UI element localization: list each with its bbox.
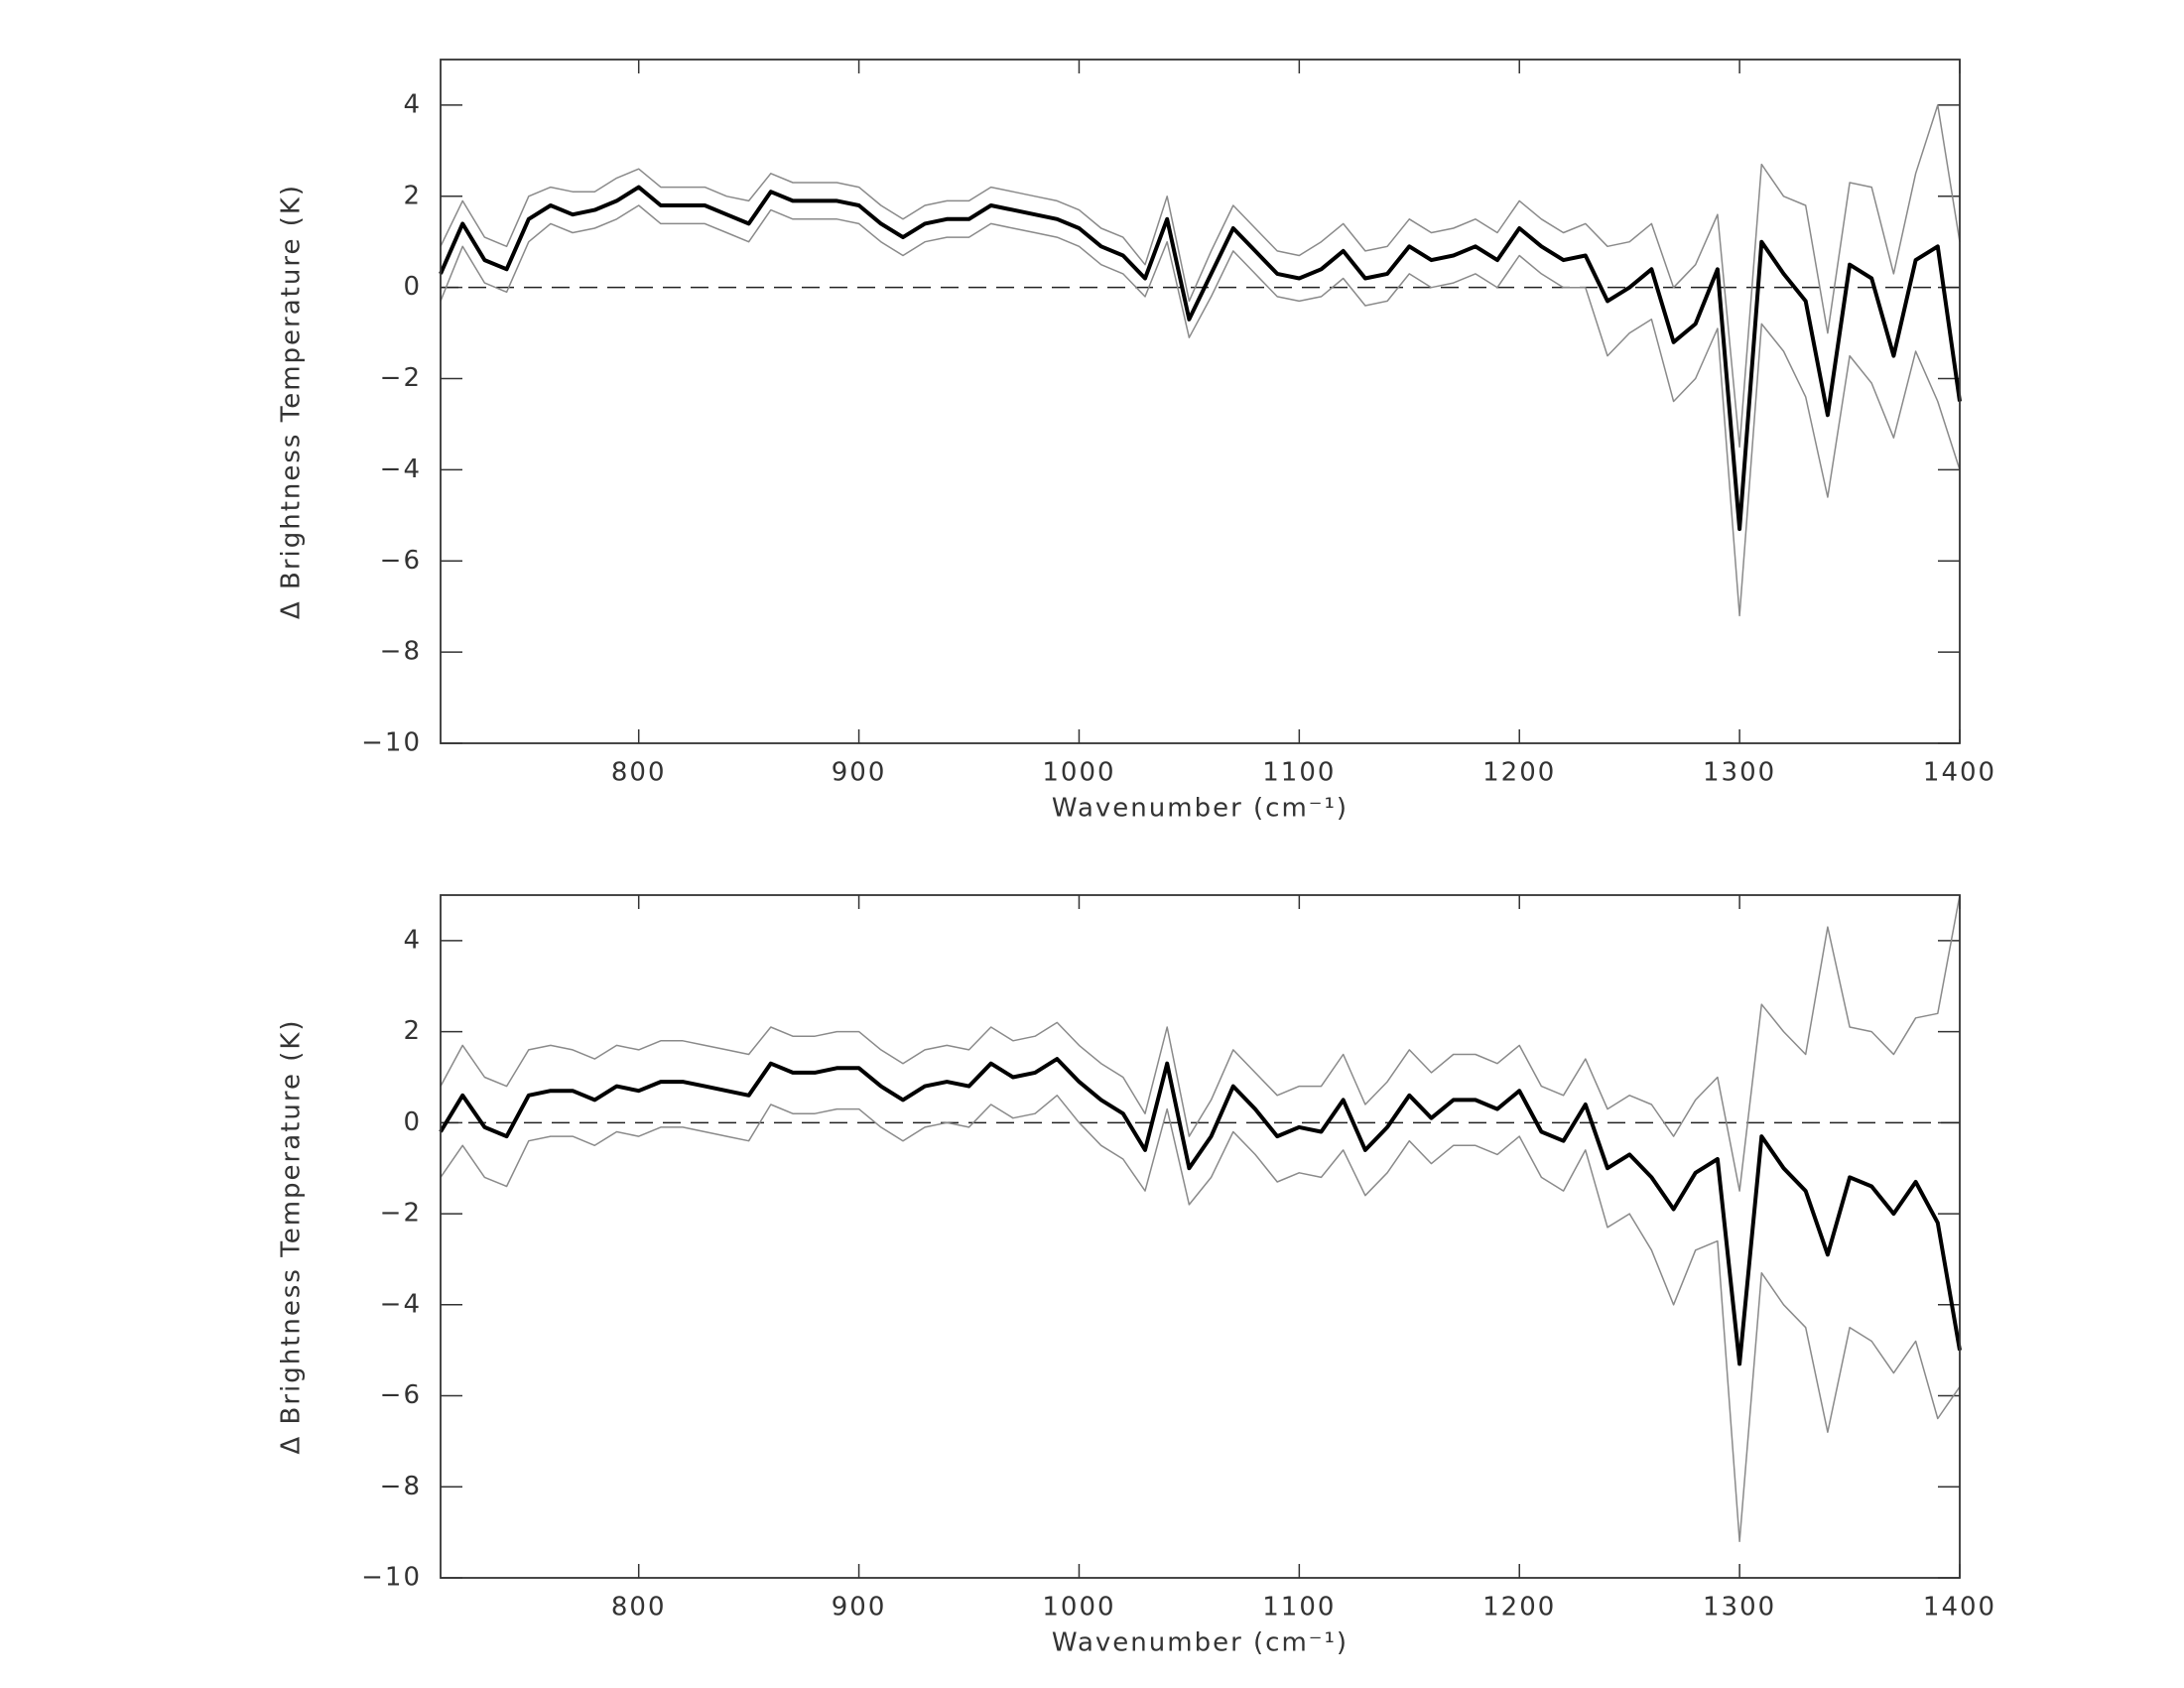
y-tick-label: −4	[380, 454, 422, 484]
x-tick-label: 1100	[1262, 758, 1336, 788]
series-line	[440, 104, 1961, 449]
y-tick-label: −2	[380, 1199, 422, 1229]
plot-frame	[440, 894, 1961, 1579]
y-tick-label: −2	[380, 363, 422, 393]
x-tick-label: 800	[611, 1593, 667, 1623]
y-tick-label: −6	[380, 546, 422, 576]
series-line	[440, 1095, 1961, 1543]
x-tick-label: 1000	[1042, 1593, 1115, 1623]
y-tick-label: −10	[361, 728, 422, 758]
x-tick-label: 900	[832, 1593, 887, 1623]
series-line	[440, 894, 1961, 1192]
x-tick-label: 1000	[1042, 758, 1115, 788]
x-tick-label: 1400	[1923, 758, 1996, 788]
x-tick-label: 1300	[1703, 758, 1776, 788]
series-line	[439, 1057, 1962, 1366]
y-axis-label: Δ Brightness Temperature (K)	[277, 1018, 307, 1454]
x-tick-label: 900	[832, 758, 887, 788]
y-tick-label: 2	[403, 181, 422, 210]
y-tick-label: −8	[380, 637, 422, 667]
y-tick-label: 4	[403, 925, 422, 955]
y-tick-label: −4	[380, 1289, 422, 1319]
x-tick-label: 1400	[1923, 1593, 1996, 1623]
y-tick-label: 4	[403, 89, 422, 119]
x-tick-label: 1300	[1703, 1593, 1776, 1623]
x-axis-label: Wavenumber (cm⁻¹)	[1052, 1628, 1349, 1658]
y-tick-label: −8	[380, 1472, 422, 1501]
x-axis-label: Wavenumber (cm⁻¹)	[1052, 794, 1349, 824]
plot-frame	[440, 59, 1961, 744]
series-line	[439, 185, 1962, 532]
y-tick-label: 2	[403, 1016, 422, 1046]
y-tick-label: 0	[403, 1107, 422, 1137]
x-tick-label: 1200	[1482, 758, 1556, 788]
y-tick-label: −10	[361, 1563, 422, 1593]
y-tick-label: 0	[403, 272, 422, 302]
x-tick-label: 1200	[1482, 1593, 1556, 1623]
series-line	[440, 204, 1961, 617]
y-tick-label: −6	[380, 1380, 422, 1410]
x-tick-label: 1100	[1262, 1593, 1336, 1623]
x-tick-label: 800	[611, 758, 667, 788]
y-axis-label: Δ Brightness Temperature (K)	[277, 184, 307, 619]
